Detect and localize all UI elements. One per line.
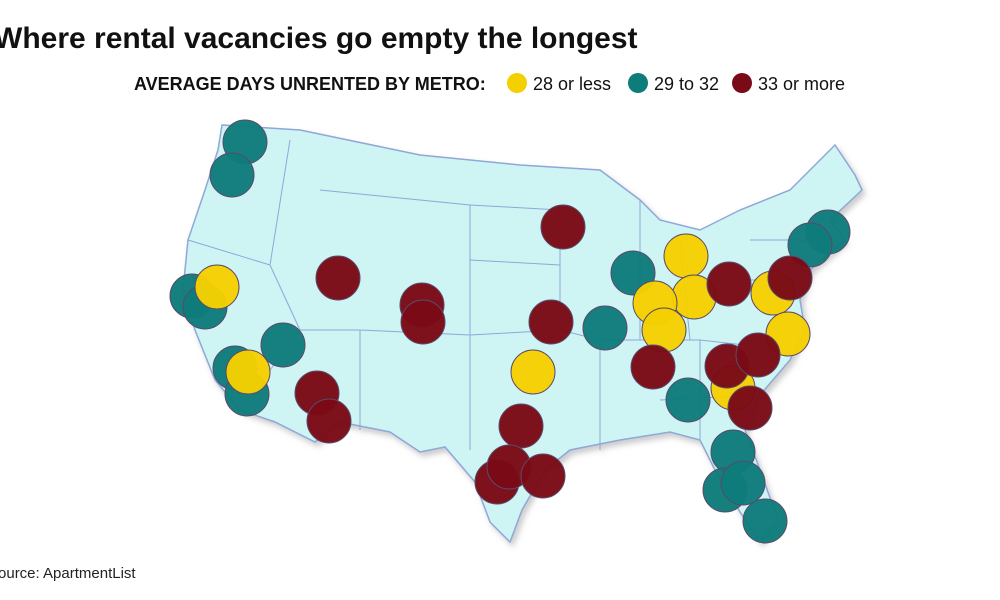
metro-marker bbox=[540, 204, 586, 250]
source: Source: ApartmentList bbox=[0, 565, 136, 582]
legend-swatch bbox=[507, 73, 527, 93]
metro-marker bbox=[706, 261, 752, 307]
metro-marker bbox=[787, 222, 833, 268]
title: Where rental vacancies go empty the long… bbox=[0, 22, 638, 55]
metro-marker bbox=[742, 498, 788, 544]
legend-label: 33 or more bbox=[758, 74, 845, 94]
metro-marker bbox=[720, 460, 766, 506]
legend-swatch bbox=[628, 73, 648, 93]
metro-marker bbox=[735, 332, 781, 378]
metro-marker bbox=[767, 255, 813, 301]
metro-marker bbox=[400, 299, 446, 345]
metro-marker bbox=[665, 377, 711, 423]
metro-marker bbox=[306, 398, 352, 444]
metro-marker bbox=[727, 385, 773, 431]
legend-heading: AVERAGE DAYS UNRENTED BY METRO: bbox=[134, 74, 486, 94]
metro-marker bbox=[225, 349, 271, 395]
metro-marker bbox=[510, 349, 556, 395]
metro-marker bbox=[663, 233, 709, 279]
legend-swatch bbox=[732, 73, 752, 93]
metro-marker bbox=[209, 152, 255, 198]
metro-marker bbox=[528, 299, 574, 345]
metro-marker bbox=[630, 344, 676, 390]
legend-label: 28 or less bbox=[533, 74, 611, 94]
metro-marker bbox=[582, 305, 628, 351]
metro-markers bbox=[169, 119, 851, 544]
metro-marker bbox=[498, 403, 544, 449]
legend: 28 or less 29 to 32 33 or more bbox=[507, 73, 845, 94]
legend-label: 29 to 32 bbox=[654, 74, 719, 94]
metro-marker bbox=[315, 255, 361, 301]
metro-marker bbox=[260, 322, 306, 368]
metro-marker bbox=[520, 453, 566, 499]
metro-marker bbox=[194, 264, 240, 310]
